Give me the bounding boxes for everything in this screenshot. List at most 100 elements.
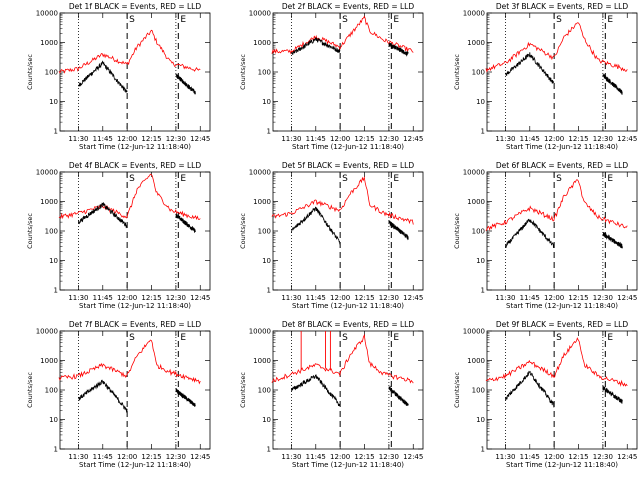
chart-panel-5: Det 5f BLACK = Events, RED = LLD 1 10 100 10…: [239, 161, 424, 310]
chart-title: Det 6f BLACK = Events, RED = LLD: [496, 161, 629, 170]
event-marker-label: E: [607, 15, 613, 25]
x-tick-label: 12:45: [617, 453, 637, 461]
x-tick-label: 11:30: [495, 294, 515, 302]
chart-title: Det 1f BLACK = Events, RED = LLD: [69, 2, 202, 11]
event-marker-label: E: [607, 174, 613, 184]
x-tick-label: 12:00: [117, 453, 137, 461]
chart-title: Det 8f BLACK = Events, RED = LLD: [282, 320, 415, 329]
plot-frame: [272, 12, 424, 132]
event-marker-label: S: [342, 333, 348, 343]
y-tick-label: 1000: [467, 39, 485, 47]
x-tick-label: 12:15: [354, 135, 374, 143]
event-marker-label: E: [393, 333, 399, 343]
x-tick-label: 12:15: [568, 453, 588, 461]
y-tick-label: 100: [45, 69, 58, 77]
x-tick-label: 12:30: [379, 453, 399, 461]
chart-title: Det 5f BLACK = Events, RED = LLD: [282, 161, 415, 170]
x-tick-label: 11:30: [281, 135, 301, 143]
x-tick-label: 12:00: [330, 294, 350, 302]
x-axis-label: Start Time (12-Jun-12 11:18:40): [292, 143, 404, 151]
event-marker-label: E: [393, 15, 399, 25]
events-series-line: [602, 73, 623, 95]
events-series-line: [78, 201, 128, 229]
y-tick-label: 1000: [467, 357, 485, 365]
y-axis-label: Counts/sec: [239, 213, 247, 249]
y-axis-label: Counts/sec: [453, 54, 461, 90]
event-marker-label: S: [129, 15, 135, 25]
y-axis-label: Counts/sec: [453, 213, 461, 249]
events-series-line: [291, 37, 341, 55]
x-axis-label: Start Time (12-Jun-12 11:18:40): [79, 143, 191, 151]
x-tick-label: 12:45: [617, 135, 637, 143]
x-tick-label: 12:30: [593, 294, 613, 302]
events-series-line: [602, 231, 623, 249]
plot-frame: [59, 12, 211, 132]
event-marker-label: S: [556, 174, 562, 184]
y-tick-label: 10: [476, 98, 485, 106]
lld-series-line: [58, 29, 201, 74]
y-tick-label: 10000: [249, 328, 271, 336]
y-tick-label: 100: [258, 69, 271, 77]
chart-panel-4: Det 4f BLACK = Events, RED = LLD 1 10 100 10…: [26, 161, 211, 310]
event-marker-label: E: [180, 15, 186, 25]
x-tick-label: 11:45: [93, 135, 113, 143]
events-series-line: [175, 213, 196, 233]
y-tick-label: 10000: [249, 169, 271, 177]
y-tick-label: 10: [262, 416, 271, 424]
lld-series-line: [58, 339, 201, 385]
y-tick-label: 10000: [36, 10, 58, 18]
chart-panel-9: Det 9f BLACK = Events, RED = LLD 1 10 100 10…: [453, 320, 638, 469]
y-tick-label: 10: [49, 257, 58, 265]
x-tick-label: 12:15: [354, 294, 374, 302]
y-tick-label: 1000: [253, 198, 271, 206]
y-tick-label: 1000: [40, 198, 58, 206]
y-tick-label: 1000: [467, 198, 485, 206]
x-tick-label: 11:30: [495, 453, 515, 461]
y-tick-label: 10000: [36, 328, 58, 336]
x-tick-label: 12:15: [141, 135, 161, 143]
x-tick-label: 12:00: [544, 294, 564, 302]
events-series-line: [78, 60, 128, 93]
y-tick-label: 10000: [463, 169, 485, 177]
event-marker-label: S: [342, 15, 348, 25]
y-tick-label: 10: [476, 416, 485, 424]
y-tick-label: 10: [262, 98, 271, 106]
x-tick-label: 12:30: [593, 453, 613, 461]
lld-series-line: [271, 175, 414, 225]
x-tick-label: 12:00: [330, 453, 350, 461]
x-tick-label: 11:45: [520, 453, 540, 461]
chart-title: Det 9f BLACK = Events, RED = LLD: [496, 320, 629, 329]
y-tick-label: 1000: [40, 357, 58, 365]
x-tick-label: 12:00: [117, 294, 137, 302]
y-tick-label: 1: [481, 287, 485, 295]
x-tick-label: 12:15: [568, 294, 588, 302]
x-tick-label: 12:15: [568, 135, 588, 143]
lld-series-line: [271, 333, 414, 384]
events-series-line: [602, 385, 623, 404]
x-tick-label: 12:30: [166, 453, 186, 461]
y-tick-label: 100: [472, 228, 485, 236]
plot-frame: [59, 171, 211, 291]
x-tick-label: 11:30: [495, 135, 515, 143]
x-axis-label: Start Time (12-Jun-12 11:18:40): [506, 143, 618, 151]
x-tick-label: 11:45: [306, 135, 326, 143]
y-tick-label: 1000: [253, 39, 271, 47]
x-tick-label: 12:15: [354, 453, 374, 461]
chart-panel-6: Det 6f BLACK = Events, RED = LLD 1 10 100 10…: [453, 161, 638, 310]
x-tick-label: 12:15: [141, 294, 161, 302]
x-tick-label: 12:00: [117, 135, 137, 143]
y-axis-label: Counts/sec: [26, 54, 34, 90]
y-tick-label: 1: [54, 128, 58, 136]
plot-frame: [486, 330, 638, 450]
x-tick-label: 12:30: [379, 294, 399, 302]
lld-series-line: [485, 337, 628, 387]
y-tick-label: 10000: [463, 10, 485, 18]
y-tick-label: 1: [481, 128, 485, 136]
event-marker-label: E: [607, 333, 613, 343]
y-tick-label: 100: [258, 228, 271, 236]
x-tick-label: 11:30: [68, 135, 88, 143]
y-tick-label: 1000: [40, 39, 58, 47]
x-tick-label: 11:30: [68, 453, 88, 461]
events-series-line: [505, 370, 555, 408]
y-tick-label: 1: [54, 446, 58, 454]
